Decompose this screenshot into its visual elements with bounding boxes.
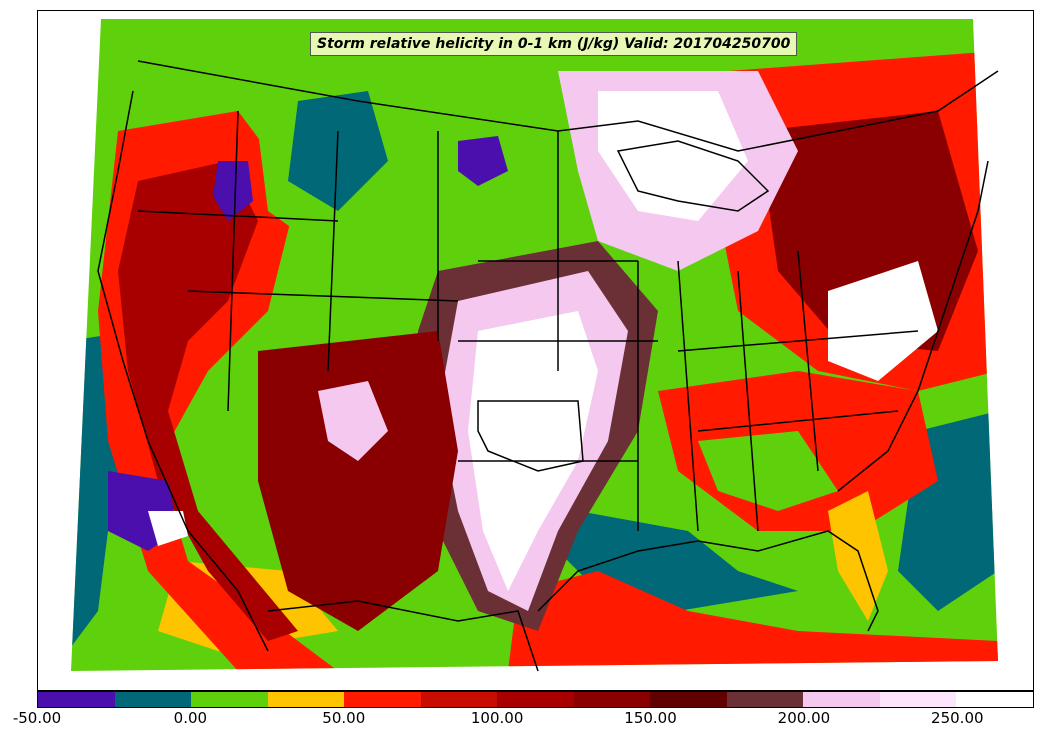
colorbar-swatch bbox=[879, 692, 957, 707]
colorbar-swatch bbox=[573, 692, 651, 707]
northern-plains-teal bbox=[288, 91, 388, 211]
map-frame: Storm relative helicity in 0-1 km (J/kg)… bbox=[37, 10, 1034, 691]
colorbar-swatch bbox=[420, 692, 498, 707]
southern-plains-white-core bbox=[468, 311, 598, 591]
state-lines-west bbox=[137, 110, 459, 412]
helicity-map bbox=[71, 19, 999, 672]
model-domain bbox=[71, 19, 998, 671]
map-title: Storm relative helicity in 0-1 km (J/kg)… bbox=[310, 32, 798, 56]
great-lakes-white-core bbox=[598, 91, 748, 221]
state-lines-central bbox=[458, 131, 658, 531]
west-darkred-belt bbox=[118, 161, 298, 641]
colorbar-swatch bbox=[726, 692, 804, 707]
colorbar-swatch bbox=[267, 692, 345, 707]
florida-peninsula-fill bbox=[828, 491, 888, 621]
southwest-maroon bbox=[258, 331, 458, 631]
colorbar-tick-label: 0.00 bbox=[173, 709, 208, 727]
colorbar-swatch bbox=[344, 692, 421, 707]
gulf-red-region bbox=[508, 571, 998, 671]
state-lines-east bbox=[677, 250, 919, 532]
southwest-pink-patch bbox=[318, 381, 388, 461]
atlantic-coast bbox=[837, 160, 989, 492]
colorbar bbox=[37, 691, 1034, 708]
southeast-green bbox=[698, 431, 838, 511]
ohio-valley-white bbox=[828, 261, 938, 381]
colorbar-tick-labels: -50.00 0.00 50.00 100.00 150.00 200.00 250.00 bbox=[0, 709, 1044, 733]
colorbar-swatch bbox=[803, 692, 880, 707]
colorbar-swatch bbox=[191, 692, 268, 707]
colorbar-tick-label: 100.00 bbox=[470, 709, 524, 727]
colorbar-tick-label: 200.00 bbox=[777, 709, 831, 727]
colorbar-tick-label: 150.00 bbox=[624, 709, 677, 727]
us-northern-border bbox=[137, 60, 999, 152]
colorbar-swatch bbox=[497, 692, 574, 707]
gulf-coast bbox=[537, 530, 879, 632]
dakota-purple bbox=[458, 136, 508, 186]
colorbar-tick-label: 250.00 bbox=[931, 709, 984, 727]
colorbar-tick-label: 50.00 bbox=[322, 709, 366, 727]
oklahoma-panhandle-outline bbox=[477, 400, 584, 472]
great-lakes-outline bbox=[616, 140, 770, 212]
us-west-coast bbox=[97, 90, 269, 652]
colorbar-tick-label: -50.00 bbox=[12, 709, 62, 727]
colorbar-swatch bbox=[38, 692, 115, 707]
montana-purple bbox=[213, 161, 253, 221]
colorbar-swatch bbox=[114, 692, 192, 707]
geographic-outlines bbox=[97, 60, 999, 672]
colorbar-swatch bbox=[956, 692, 1033, 707]
southwest-white-patch bbox=[148, 511, 188, 546]
mexico-border bbox=[267, 600, 539, 672]
colorbar-swatch bbox=[650, 692, 727, 707]
